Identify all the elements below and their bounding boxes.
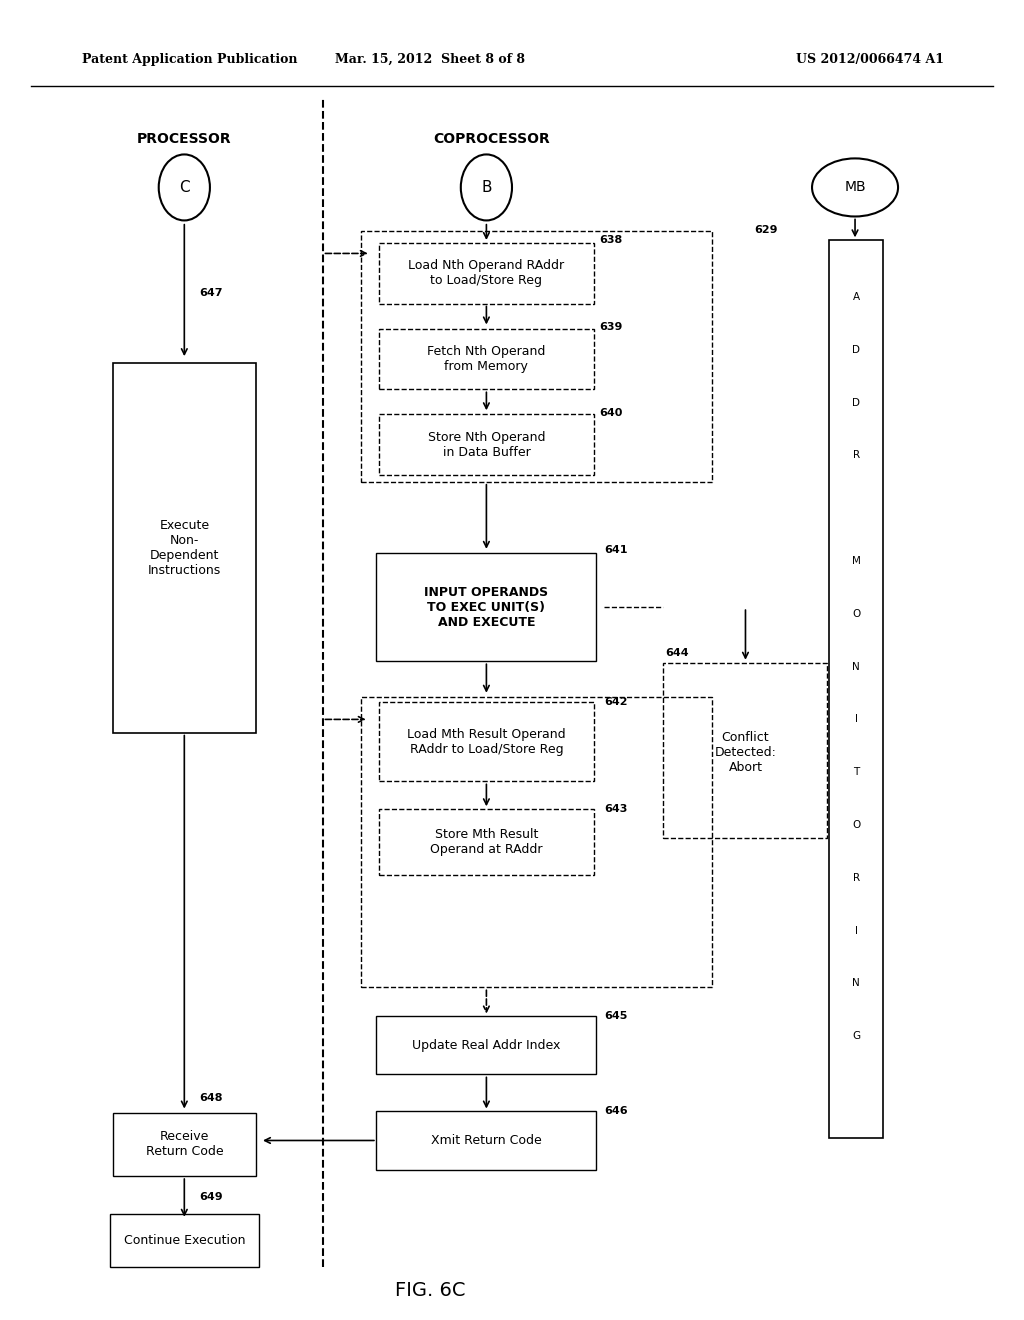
Text: Fetch Nth Operand
from Memory: Fetch Nth Operand from Memory <box>427 345 546 374</box>
Text: COPROCESSOR: COPROCESSOR <box>433 132 550 145</box>
Text: 643: 643 <box>604 804 628 814</box>
Bar <box>379 329 594 389</box>
Text: Execute
Non-
Dependent
Instructions: Execute Non- Dependent Instructions <box>147 519 221 577</box>
Text: B: B <box>481 180 492 195</box>
Text: 646: 646 <box>604 1106 628 1117</box>
Text: Store Mth Result
Operand at RAddr: Store Mth Result Operand at RAddr <box>430 828 543 857</box>
Bar <box>829 240 883 1138</box>
Bar <box>379 702 594 781</box>
Text: Patent Application Publication: Patent Application Publication <box>82 53 297 66</box>
Text: 644: 644 <box>666 648 689 659</box>
Bar <box>377 553 596 661</box>
Text: I: I <box>855 714 857 725</box>
Text: INPUT OPERANDS
TO EXEC UNIT(S)
AND EXECUTE: INPUT OPERANDS TO EXEC UNIT(S) AND EXECU… <box>424 586 549 628</box>
Text: PROCESSOR: PROCESSOR <box>137 132 231 145</box>
Text: G: G <box>852 1031 860 1041</box>
Text: Conflict
Detected:
Abort: Conflict Detected: Abort <box>715 731 776 774</box>
Text: I: I <box>855 925 857 936</box>
Bar <box>379 243 594 304</box>
Text: 640: 640 <box>599 408 623 418</box>
Bar <box>113 1113 256 1176</box>
Text: T: T <box>853 767 859 777</box>
Text: N: N <box>852 661 860 672</box>
Bar <box>663 663 827 838</box>
Text: 629: 629 <box>755 224 778 235</box>
Text: R: R <box>853 450 859 461</box>
Text: Store Nth Operand
in Data Buffer: Store Nth Operand in Data Buffer <box>428 430 545 459</box>
Text: Update Real Addr Index: Update Real Addr Index <box>413 1039 560 1052</box>
Text: US 2012/0066474 A1: US 2012/0066474 A1 <box>797 53 944 66</box>
Text: O: O <box>852 820 860 830</box>
Text: D: D <box>852 397 860 408</box>
Text: N: N <box>852 978 860 989</box>
Text: 645: 645 <box>604 1011 628 1022</box>
Bar <box>379 809 594 875</box>
Text: 647: 647 <box>200 288 223 298</box>
Text: 638: 638 <box>599 235 623 246</box>
Bar <box>111 1214 258 1267</box>
Text: 641: 641 <box>604 545 628 556</box>
Text: 642: 642 <box>604 697 628 708</box>
Text: Xmit Return Code: Xmit Return Code <box>431 1134 542 1147</box>
Bar <box>361 231 712 482</box>
Text: D: D <box>852 345 860 355</box>
Text: MB: MB <box>844 181 866 194</box>
Bar <box>379 414 594 475</box>
Text: 648: 648 <box>200 1093 223 1104</box>
Text: 649: 649 <box>200 1192 223 1203</box>
Text: Load Mth Result Operand
RAddr to Load/Store Reg: Load Mth Result Operand RAddr to Load/St… <box>408 727 565 756</box>
Bar <box>113 363 256 733</box>
Text: C: C <box>179 180 189 195</box>
Bar <box>361 697 712 987</box>
Text: A: A <box>853 292 859 302</box>
Text: M: M <box>852 556 860 566</box>
Text: R: R <box>853 873 859 883</box>
Bar <box>377 1111 596 1170</box>
Text: FIG. 6C: FIG. 6C <box>395 1282 465 1300</box>
Text: 639: 639 <box>599 322 623 333</box>
Text: Continue Execution: Continue Execution <box>124 1234 245 1247</box>
Text: Mar. 15, 2012  Sheet 8 of 8: Mar. 15, 2012 Sheet 8 of 8 <box>335 53 525 66</box>
Text: O: O <box>852 609 860 619</box>
Bar <box>377 1016 596 1074</box>
Text: Load Nth Operand RAddr
to Load/Store Reg: Load Nth Operand RAddr to Load/Store Reg <box>409 259 564 288</box>
Text: Receive
Return Code: Receive Return Code <box>145 1130 223 1159</box>
